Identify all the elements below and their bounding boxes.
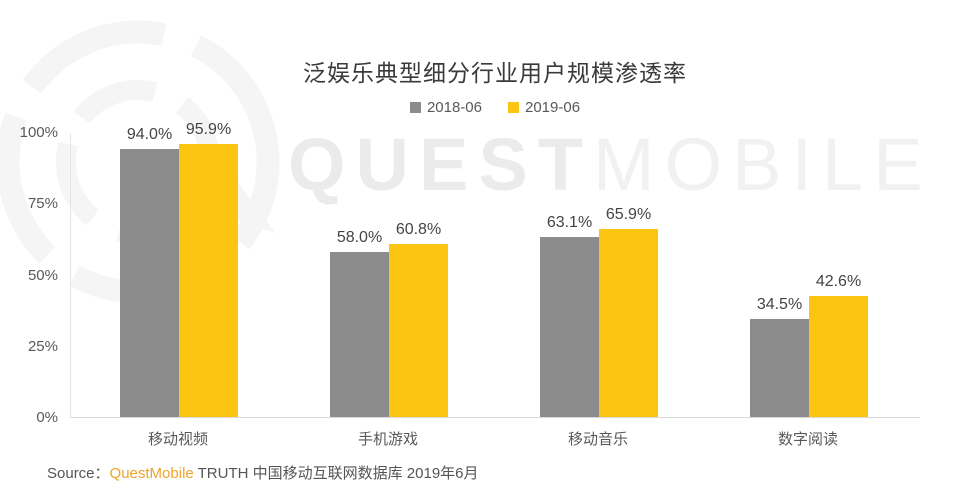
legend-item-2019-06: 2019-06	[508, 99, 580, 116]
bar-value-label: 95.9%	[185, 121, 232, 138]
y-tick-label: 50%	[27, 266, 58, 284]
bar-value-label: 94.0%	[126, 126, 173, 143]
bar-2019-06-移动音乐	[599, 229, 658, 417]
bar-2019-06-手机游戏	[389, 244, 448, 417]
x-category-label: 移动音乐	[567, 431, 628, 448]
y-tick-label: 100%	[19, 124, 58, 141]
source-brand: QuestMobile	[109, 465, 194, 482]
legend-label-2018-06: 2018-06	[426, 99, 482, 116]
legend-swatch-2018-06	[409, 102, 421, 113]
y-tick-label: 0%	[36, 409, 58, 426]
bar-2019-06-数字阅读	[809, 296, 868, 417]
chart-title: 泛娱乐典型细分行业用户规模渗透率	[303, 60, 687, 86]
bar-2018-06-移动音乐	[540, 237, 599, 417]
legend-item-2018-06: 2018-06	[409, 99, 482, 116]
bar-2019-06-移动视频	[179, 144, 238, 417]
bar-value-label: 34.5%	[756, 296, 803, 313]
bar-2018-06-手机游戏	[330, 252, 389, 417]
x-category-label: 手机游戏	[357, 431, 418, 448]
bar-value-label: 63.1%	[546, 214, 593, 231]
legend-label-2019-06: 2019-06	[525, 99, 581, 116]
bar-value-label: 65.9%	[605, 206, 652, 223]
x-category-label: 移动视频	[147, 431, 208, 448]
source-line: Source：QuestMobile TRUTH 中国移动互联网数据库 2019…	[47, 462, 479, 483]
source-rest: TRUTH 中国移动互联网数据库 2019年6月	[193, 465, 479, 482]
bar-2018-06-数字阅读	[750, 319, 809, 417]
bar-value-label: 42.6%	[815, 273, 862, 290]
source-prefix: Source：	[47, 465, 110, 482]
legend: 2018-06 2019-06	[70, 99, 920, 116]
legend-swatch-2019-06	[508, 102, 519, 113]
bar-value-label: 60.8%	[395, 221, 442, 238]
plot-area: 94.0% 95.9% 58.0% 60.8% 63.1% 65.9% 34.5% 42.6%	[70, 121, 920, 418]
bar-value-label: 58.0%	[336, 229, 383, 246]
bar-2018-06-移动视频	[120, 149, 179, 417]
y-tick-label: 25%	[27, 337, 58, 355]
y-tick-label: 75%	[27, 195, 58, 213]
x-category-label: 数字阅读	[777, 431, 838, 448]
